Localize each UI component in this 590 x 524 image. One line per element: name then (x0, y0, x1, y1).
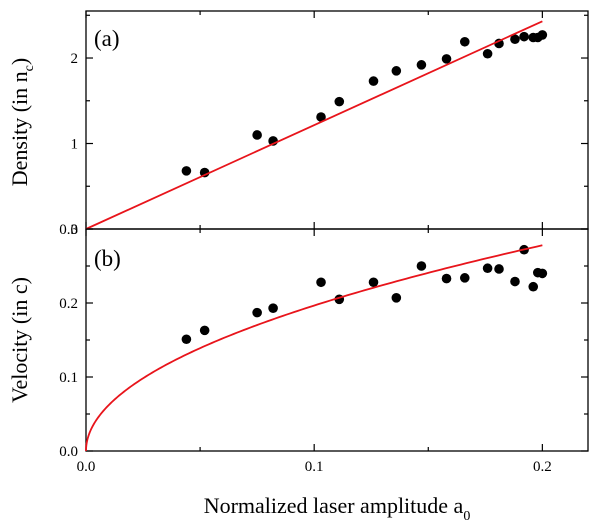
data-point (482, 263, 493, 274)
panel-b-velocity: (b) Velocity (in c) Normalized laser amp… (7, 222, 589, 524)
y-tick-label: 0.0 (59, 444, 78, 460)
y-tick-label: 1 (71, 137, 79, 153)
data-point (391, 293, 402, 303)
panel-a-density: (a) Density (in nc) 0 1 2 (7, 10, 589, 238)
data-point (316, 277, 326, 288)
data-point (459, 273, 470, 283)
fit-curve (85, 244, 543, 452)
data-point (459, 36, 470, 47)
data-point (199, 325, 210, 336)
data-point (316, 112, 326, 122)
y-tick-label: 0.3 (59, 222, 78, 238)
y-tick-label: 0.1 (59, 370, 78, 386)
y-tick-label: 0.2 (59, 296, 78, 312)
data-point (181, 334, 192, 345)
data-point (199, 167, 210, 178)
y-tick-label: 2 (71, 51, 79, 67)
data-point (441, 273, 452, 284)
x-tick-label: 0.2 (533, 459, 552, 475)
data-point (368, 277, 379, 288)
panel-a-ylabel: Density (in nc) (7, 58, 37, 186)
data-point (494, 264, 504, 274)
data-point (494, 38, 504, 49)
data-point (537, 30, 548, 40)
panel-b-frame (85, 228, 589, 452)
panel-b-marks (85, 244, 548, 452)
data-point (510, 276, 520, 287)
y-tick-label: 0 (71, 222, 79, 238)
data-point (482, 48, 493, 59)
data-point (441, 54, 452, 64)
x-tick-label: 0.1 (305, 459, 324, 475)
data-point (252, 130, 262, 140)
data-point (416, 261, 427, 271)
data-point (252, 307, 262, 318)
x-tick-label: 0.0 (77, 459, 96, 475)
panel-b-label: (b) (94, 246, 121, 271)
data-point (368, 76, 379, 86)
data-point (528, 281, 539, 292)
fit-line (85, 20, 543, 230)
data-point (519, 31, 529, 42)
data-point (416, 60, 427, 70)
panel-b-ticks: 0.0 0.1 0.2 0.3 0.0 0.1 0.2 (59, 222, 588, 475)
data-point (510, 34, 520, 45)
data-point (334, 96, 345, 107)
panel-a-label: (a) (94, 26, 120, 51)
data-point (537, 268, 548, 279)
panel-a-marks (85, 20, 548, 230)
x-axis-title: Normalized laser amplitude a0 (204, 493, 471, 524)
panel-b-ylabel: Velocity (in c) (7, 277, 32, 403)
panel-a-ticks: 0 1 2 (71, 11, 588, 238)
panel-a-frame (85, 10, 589, 230)
data-point (391, 66, 402, 76)
data-point (268, 303, 278, 313)
data-point (181, 166, 192, 176)
